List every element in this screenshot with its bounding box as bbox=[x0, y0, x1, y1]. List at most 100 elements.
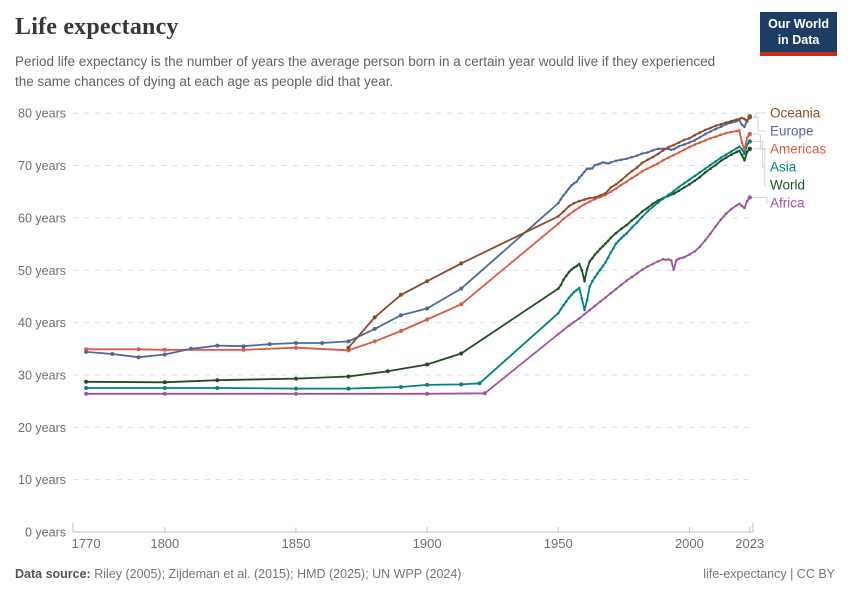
data-point bbox=[614, 242, 618, 245]
data-point bbox=[583, 308, 586, 312]
data-point bbox=[609, 236, 612, 240]
data-point bbox=[672, 268, 675, 272]
data-point bbox=[640, 268, 644, 272]
data-point bbox=[646, 167, 649, 170]
data-point bbox=[656, 152, 660, 156]
data-point bbox=[672, 143, 675, 147]
data-point bbox=[614, 187, 618, 190]
data-source-label: Data source: bbox=[15, 567, 91, 581]
data-point bbox=[738, 202, 741, 206]
data-point bbox=[84, 379, 89, 384]
series-asia[interactable] bbox=[84, 139, 752, 391]
data-point bbox=[740, 204, 744, 208]
series-world[interactable] bbox=[84, 146, 752, 385]
data-point bbox=[688, 137, 691, 140]
data-point bbox=[425, 382, 430, 387]
data-point bbox=[564, 300, 568, 304]
data-point bbox=[596, 272, 599, 275]
data-point bbox=[630, 219, 633, 222]
data-point bbox=[162, 380, 167, 385]
data-point bbox=[730, 150, 733, 153]
data-point bbox=[651, 202, 654, 206]
legend-connector bbox=[753, 112, 766, 117]
data-point bbox=[601, 264, 605, 268]
data-point bbox=[625, 180, 628, 184]
legend-label-africa[interactable]: Africa bbox=[770, 196, 805, 211]
series-africa[interactable] bbox=[84, 195, 752, 396]
footer-license[interactable]: life-expectancy | CC BY bbox=[703, 567, 835, 581]
data-point bbox=[572, 320, 576, 324]
data-point bbox=[745, 150, 749, 154]
legend-connector bbox=[753, 141, 766, 168]
data-point bbox=[688, 183, 691, 186]
data-point bbox=[635, 154, 639, 157]
data-point bbox=[162, 347, 167, 352]
data-point bbox=[709, 130, 712, 133]
series-oceania[interactable] bbox=[346, 114, 752, 350]
data-point bbox=[572, 201, 576, 205]
data-point bbox=[675, 259, 678, 262]
data-point bbox=[625, 174, 628, 177]
data-point bbox=[730, 119, 733, 123]
data-point bbox=[562, 210, 565, 213]
series-americas[interactable] bbox=[84, 129, 752, 353]
data-point bbox=[567, 324, 571, 328]
data-point bbox=[425, 306, 430, 311]
data-point bbox=[601, 161, 605, 164]
data-point bbox=[735, 204, 738, 207]
data-point bbox=[598, 247, 602, 251]
data-point bbox=[640, 210, 644, 213]
data-point bbox=[564, 190, 568, 194]
data-point bbox=[740, 141, 744, 144]
owid-logo[interactable]: Our World in Data bbox=[760, 12, 837, 57]
data-point bbox=[567, 296, 571, 300]
data-point bbox=[698, 175, 702, 179]
x-axis-tick-label: 1850 bbox=[282, 536, 311, 551]
data-point bbox=[682, 182, 686, 185]
data-point bbox=[596, 163, 599, 166]
data-point bbox=[630, 176, 633, 180]
y-axis-tick-label: 50 years bbox=[18, 264, 66, 278]
data-point bbox=[557, 215, 560, 218]
data-point bbox=[743, 148, 746, 152]
data-point bbox=[625, 157, 628, 160]
data-point bbox=[677, 189, 681, 192]
data-point bbox=[724, 121, 728, 124]
data-point bbox=[294, 376, 298, 381]
legend-label-oceania[interactable]: Oceania bbox=[770, 106, 821, 121]
data-point bbox=[682, 148, 686, 152]
data-point bbox=[651, 262, 654, 266]
legend-label-asia[interactable]: Asia bbox=[770, 160, 797, 175]
data-point bbox=[606, 239, 610, 243]
data-point bbox=[703, 167, 707, 170]
legend-label-europe[interactable]: Europe bbox=[770, 124, 814, 139]
y-axis-tick-label: 20 years bbox=[18, 421, 66, 435]
data-point bbox=[672, 189, 675, 193]
data-point bbox=[646, 158, 649, 162]
data-point bbox=[640, 152, 644, 155]
legend-label-world[interactable]: World bbox=[770, 178, 805, 193]
data-point bbox=[640, 170, 644, 173]
data-point bbox=[585, 267, 589, 271]
data-point bbox=[619, 183, 623, 187]
data-point bbox=[661, 149, 665, 152]
series-europe[interactable] bbox=[84, 115, 752, 360]
data-point bbox=[735, 150, 738, 154]
data-point bbox=[688, 145, 691, 149]
data-point bbox=[559, 307, 563, 311]
legend-label-americas[interactable]: Americas bbox=[770, 142, 827, 157]
data-point bbox=[585, 298, 589, 302]
data-point bbox=[84, 386, 89, 390]
data-point bbox=[162, 391, 167, 396]
data-point bbox=[578, 199, 581, 203]
data-point bbox=[693, 179, 696, 182]
data-point bbox=[619, 158, 623, 162]
data-point bbox=[675, 146, 678, 150]
data-point bbox=[425, 317, 430, 322]
data-point bbox=[588, 167, 591, 170]
data-point bbox=[398, 385, 403, 389]
data-point bbox=[703, 132, 707, 136]
data-source: Data source: Riley (2005); Zijdeman et a… bbox=[15, 567, 461, 581]
data-point bbox=[614, 159, 618, 163]
data-point bbox=[267, 342, 272, 347]
